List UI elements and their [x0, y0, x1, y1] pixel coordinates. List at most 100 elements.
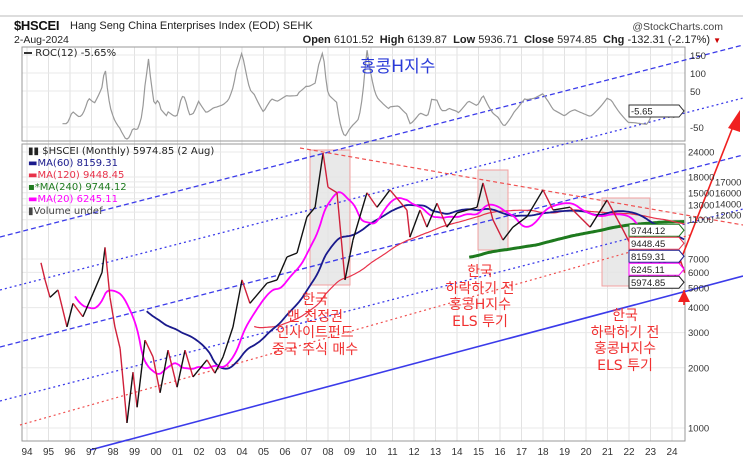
ma60-value-tag-box	[628, 249, 685, 263]
y-tick-label: 13000	[688, 201, 714, 212]
y-tick-label: 3000	[688, 328, 709, 339]
x-tick-label: 18	[537, 447, 549, 458]
roc-tick-label: 150	[690, 51, 706, 62]
trendlines	[0, 44, 743, 451]
x-tick-label: 02	[193, 447, 205, 458]
candle-icon: ▮▮	[28, 146, 40, 157]
price-segment	[222, 326, 234, 358]
annotation-line: ELS 투기	[452, 313, 508, 330]
ma20-line	[74, 191, 685, 375]
annotation-line: 한국	[612, 308, 638, 324]
y-tick-label: 17000	[715, 177, 741, 188]
price-segment	[436, 202, 448, 228]
price-segment	[232, 279, 243, 328]
x-tick-label: 07	[301, 447, 313, 458]
price-segment	[44, 279, 51, 298]
legend-ma20: ▬MA(20) 6245.11	[28, 194, 118, 205]
ma240-value-tag-box	[628, 223, 685, 237]
ma240-line	[468, 220, 685, 259]
price-segment	[66, 303, 74, 328]
legend-ma60-text: MA(60) 8159.31	[37, 158, 118, 169]
price-segment	[159, 350, 169, 393]
low-label: Low	[453, 34, 476, 46]
roc-value-tag: -5.65	[631, 107, 653, 118]
close-value: 5974.85	[557, 34, 597, 46]
price-segment	[406, 209, 411, 238]
y-tick-label: 16000	[715, 188, 741, 199]
x-tick-label: 24	[666, 447, 678, 458]
price-segment	[409, 209, 421, 238]
legend-ma60: ▬MA(60) 8159.31	[28, 158, 118, 169]
price-segment	[276, 256, 288, 281]
price-segment	[542, 189, 554, 211]
annotation-els-2015: 한국 하락하기 전 홍콩H지수 ELS 투기	[420, 264, 540, 330]
x-tick-label: 03	[215, 447, 227, 458]
price-segment	[49, 289, 59, 298]
annotation-line: 중국 주식 매수	[271, 341, 359, 358]
price-segment	[152, 356, 161, 393]
price-segment	[482, 182, 494, 220]
legend-volume: ▮Volume undef	[28, 206, 103, 217]
price-segment	[426, 202, 438, 228]
annotation-line: 홍콩H지수	[448, 297, 512, 313]
y-tick-label: 6000	[688, 268, 709, 279]
price-segment	[40, 262, 46, 281]
annotation-line: 하락하기 전	[445, 280, 515, 297]
x-tick-label: 97	[86, 447, 98, 458]
price-segment	[72, 302, 84, 318]
x-tick-label: 08	[322, 447, 334, 458]
legend-ma20-text: MA(20) 6245.11	[37, 194, 118, 205]
close-value-tag-box	[628, 275, 685, 289]
price-segment	[389, 189, 408, 211]
price-segment	[492, 219, 504, 241]
x-tick-label: 00	[150, 447, 162, 458]
annotation-line: 맨 천정권	[287, 308, 343, 325]
roc-legend-swatch	[24, 52, 32, 54]
roc-tick-label: 100	[690, 69, 706, 80]
price-segment	[306, 206, 316, 218]
annotation-line: 홍콩H지수	[593, 341, 657, 357]
roc-legend: ROC(12) -5.65%	[24, 48, 116, 59]
roc-panel-frame	[21, 46, 686, 142]
price-segment	[266, 279, 278, 284]
price-segment	[136, 340, 146, 408]
chg-label: Chg	[603, 34, 625, 46]
price-segment	[119, 348, 128, 424]
x-tick-label: 11	[387, 447, 398, 458]
grid	[22, 47, 685, 441]
y-tick-label: 24000	[688, 147, 714, 158]
index-name: Hang Seng China Enterprises Index (EOD) …	[70, 20, 313, 32]
low-value: 5936.71	[478, 34, 518, 46]
chg-value: -132.31 (-2.17%)	[627, 34, 711, 46]
ma240-value-tag: 9744.12	[631, 226, 665, 237]
brand-logo[interactable]: @StockCharts.com	[632, 21, 723, 33]
price-segment	[192, 359, 208, 378]
ma120-value-tag: 9448.45	[631, 239, 665, 250]
y-tick-label: 4000	[688, 303, 709, 314]
ma120-line	[254, 209, 685, 329]
price-segment	[352, 192, 368, 241]
price-segment	[446, 212, 458, 228]
price-segment	[109, 297, 116, 328]
x-tick-label: 23	[645, 447, 657, 458]
price-segment	[366, 192, 378, 208]
annotation-line: 한국	[302, 292, 328, 308]
red-dotted-trendline	[19, 234, 691, 426]
price-segment	[104, 247, 111, 298]
y-tick-label: 5000	[688, 284, 709, 295]
legend-price-text: $HSCEI (Monthly) 5974.85 (2 Aug)	[42, 146, 215, 157]
x-tick-label: 98	[107, 447, 119, 458]
x-tick-label: 20	[580, 447, 592, 458]
roc-line	[62, 50, 685, 140]
ma60-value-tag: 8159.31	[631, 252, 665, 263]
annotation-els-2021: 한국 하락하기 전 홍콩H지수 ELS 투기	[565, 308, 685, 374]
roc-tick-label: 50	[690, 87, 701, 98]
x-tick-label: 96	[64, 447, 76, 458]
x-tick-label: 21	[602, 447, 614, 458]
price-segment	[206, 359, 216, 374]
price-segment	[184, 349, 194, 378]
price-segment	[57, 289, 68, 328]
x-tick-label: 14	[451, 447, 463, 458]
legend-ma240: ▪*MA(240) 9744.12	[28, 182, 127, 193]
x-tick-label: 22	[623, 447, 635, 458]
